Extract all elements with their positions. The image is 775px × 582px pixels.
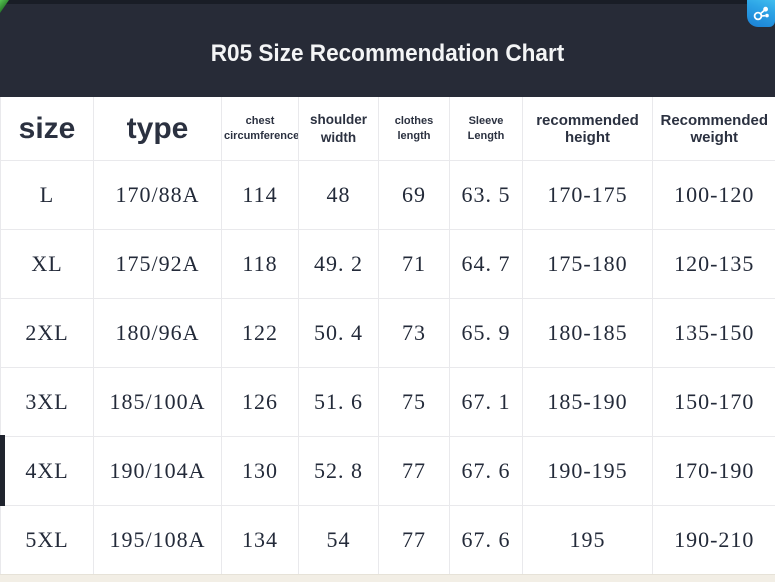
table-cell: L — [0, 160, 94, 230]
table-cell: 190-195 — [522, 436, 653, 506]
table-cell: 134 — [221, 505, 299, 575]
bottom-strip — [0, 574, 775, 582]
column-header-sleeve-length: Sleeve Length — [449, 97, 523, 161]
table-cell: 185/100A — [93, 367, 222, 437]
table-cell: 195 — [522, 505, 653, 575]
table-cell: 64. 7 — [449, 229, 523, 299]
share-icon[interactable] — [747, 0, 775, 27]
table-cell: 65. 9 — [449, 298, 523, 368]
table-cell: 49. 2 — [298, 229, 379, 299]
table-cell: 63. 5 — [449, 160, 523, 230]
left-accent-bar — [0, 435, 5, 506]
table-row-5xl: 5XL 195/108A 134 54 77 67. 6 195 190-210 — [0, 505, 775, 575]
table-cell: 185-190 — [522, 367, 653, 437]
table-cell: 50. 4 — [298, 298, 379, 368]
table-cell: 130 — [221, 436, 299, 506]
table-cell: 190/104A — [93, 436, 222, 506]
table-cell: 54 — [298, 505, 379, 575]
table-cell: 118 — [221, 229, 299, 299]
table-cell: 69 — [378, 160, 450, 230]
page-title: R05 Size Recommendation Chart — [210, 40, 565, 67]
column-header-chest-circumference: chest circumference — [221, 97, 299, 161]
table-cell: 77 — [378, 436, 450, 506]
column-header-clothes-length: clothes length — [378, 97, 450, 161]
table-cell: 180/96A — [93, 298, 222, 368]
table-header-row: size type chest circumference shoulder w… — [0, 97, 775, 161]
table-cell: 48 — [298, 160, 379, 230]
table-cell: 4XL — [0, 436, 94, 506]
table-cell: 114 — [221, 160, 299, 230]
table-cell: XL — [0, 229, 94, 299]
chart-header: R05 Size Recommendation Chart — [0, 0, 775, 97]
table-cell: 2XL — [0, 298, 94, 368]
table-cell: 5XL — [0, 505, 94, 575]
table-cell: 195/108A — [93, 505, 222, 575]
table-cell: 170-175 — [522, 160, 653, 230]
column-header-shoulder-width: shoulder width — [298, 97, 379, 161]
table-cell: 135-150 — [652, 298, 775, 368]
table-cell: 67. 6 — [449, 436, 523, 506]
table-cell: 170/88A — [93, 160, 222, 230]
column-header-recommended-weight: Recommended weight — [652, 97, 775, 161]
table-cell: 73 — [378, 298, 450, 368]
table-row-4xl: 4XL 190/104A 130 52. 8 77 67. 6 190-195 … — [0, 436, 775, 506]
share-nodes-glyph — [753, 6, 769, 21]
table-cell: 67. 6 — [449, 505, 523, 575]
table-cell: 150-170 — [652, 367, 775, 437]
column-header-type: type — [93, 97, 222, 161]
corner-speck — [0, 0, 9, 13]
table-cell: 51. 6 — [298, 367, 379, 437]
table-cell: 190-210 — [652, 505, 775, 575]
top-edge-strip — [0, 0, 775, 4]
table-cell: 100-120 — [652, 160, 775, 230]
table-cell: 175-180 — [522, 229, 653, 299]
table-cell: 175/92A — [93, 229, 222, 299]
table-row-l: L 170/88A 114 48 69 63. 5 170-175 100-12… — [0, 160, 775, 230]
table-cell: 75 — [378, 367, 450, 437]
table-cell: 170-190 — [652, 436, 775, 506]
table-cell: 126 — [221, 367, 299, 437]
table-cell: 67. 1 — [449, 367, 523, 437]
table-row-xl: XL 175/92A 118 49. 2 71 64. 7 175-180 12… — [0, 229, 775, 299]
table-cell: 77 — [378, 505, 450, 575]
table-cell: 3XL — [0, 367, 94, 437]
table-cell: 120-135 — [652, 229, 775, 299]
table-cell: 122 — [221, 298, 299, 368]
table-cell: 71 — [378, 229, 450, 299]
size-table: size type chest circumference shoulder w… — [0, 97, 775, 581]
table-cell: 52. 8 — [298, 436, 379, 506]
table-cell: 180-185 — [522, 298, 653, 368]
column-header-size: size — [0, 97, 94, 161]
table-row-3xl: 3XL 185/100A 126 51. 6 75 67. 1 185-190 … — [0, 367, 775, 437]
column-header-recommended-height: recommended height — [522, 97, 653, 161]
table-row-2xl: 2XL 180/96A 122 50. 4 73 65. 9 180-185 1… — [0, 298, 775, 368]
